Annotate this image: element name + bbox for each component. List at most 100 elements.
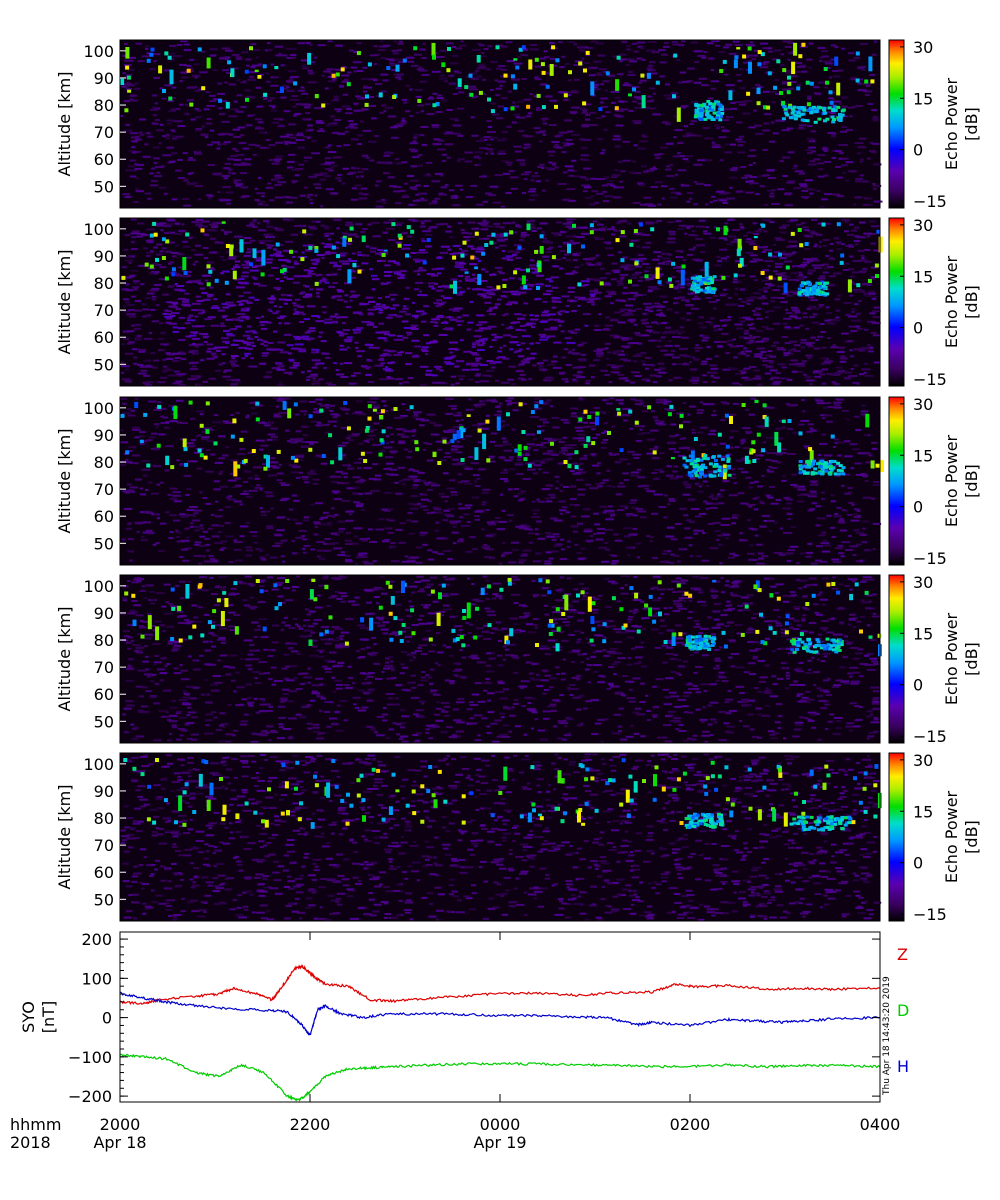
- heatmap-cell: [526, 283, 535, 286]
- heatmap-cell: [794, 317, 802, 320]
- heatmap-echo-cell: [541, 70, 546, 75]
- heatmap-cell: [724, 151, 732, 154]
- heatmap-cell: [172, 330, 179, 333]
- heatmap-cell: [291, 95, 298, 98]
- heatmap-cell: [797, 84, 801, 86]
- heatmap-cell: [184, 527, 190, 530]
- heatmap-cell: [743, 347, 748, 350]
- heatmap-echo-cell: [515, 65, 520, 70]
- heatmap-cell: [551, 306, 557, 309]
- heatmap-cell: [377, 297, 383, 299]
- heatmap-cell: [241, 275, 249, 278]
- heatmap-echo-cell: [797, 114, 802, 118]
- heatmap-cell: [782, 88, 790, 91]
- heatmap-cell: [680, 317, 686, 320]
- heatmap-cell: [854, 289, 861, 292]
- heatmap-echo-cell: [536, 263, 541, 268]
- heatmap-cell: [841, 219, 850, 221]
- heatmap-cell: [862, 283, 868, 286]
- heatmap-cell: [681, 336, 689, 339]
- heatmap-cell: [333, 362, 337, 365]
- heatmap-echo-cell: [583, 68, 587, 73]
- heatmap-cell: [727, 367, 735, 370]
- heatmap-cell: [495, 94, 501, 97]
- heatmap-cell: [455, 87, 462, 90]
- heatmap-echo-cell: [477, 273, 482, 285]
- heatmap-cell: [624, 346, 630, 349]
- heatmap-echo-cell: [801, 112, 806, 116]
- heatmap-cell: [212, 221, 220, 224]
- heatmap-cell: [678, 296, 685, 299]
- heatmap-cell: [871, 276, 876, 279]
- heatmap-cell: [848, 325, 856, 328]
- heatmap-cell: [811, 259, 820, 262]
- heatmap-cell: [649, 72, 658, 75]
- heatmap-cell: [362, 129, 372, 132]
- heatmap-cell: [279, 351, 289, 354]
- heatmap-cell: [457, 275, 463, 277]
- heatmap-cell: [583, 167, 591, 170]
- heatmap-cell: [642, 363, 647, 366]
- heatmap-cell: [428, 202, 438, 205]
- enhanced-echo-region: [797, 280, 830, 297]
- heatmap-cell: [811, 257, 818, 260]
- heatmap-cell: [682, 355, 691, 358]
- heatmap-cell: [842, 171, 847, 174]
- heatmap-cell: [421, 294, 428, 297]
- heatmap-cell: [433, 302, 440, 305]
- heatmap-cell: [464, 277, 469, 280]
- heatmap-cell: [708, 57, 715, 60]
- heatmap-cell: [456, 316, 462, 319]
- heatmap-cell: [425, 353, 429, 356]
- heatmap-cell: [772, 243, 776, 246]
- heatmap-cell: [437, 314, 444, 317]
- heatmap-cell: [667, 221, 675, 224]
- heatmap-echo-cell: [785, 113, 790, 117]
- heatmap-cell: [362, 168, 369, 171]
- heatmap-cell: [769, 192, 775, 195]
- heatmap-cell: [379, 354, 386, 357]
- heatmap-cell: [596, 178, 606, 180]
- heatmap-cell: [844, 230, 849, 233]
- heatmap-cell: [609, 180, 614, 182]
- heatmap-cell: [712, 143, 721, 146]
- heatmap-echo-cell: [711, 287, 716, 291]
- heatmap-echo-cell: [121, 275, 126, 280]
- heatmap-cell: [296, 311, 304, 314]
- heatmap-cell: [225, 293, 231, 296]
- heatmap-cell: [515, 328, 523, 331]
- heatmap-cell: [475, 340, 482, 342]
- heatmap-cell: [245, 58, 252, 61]
- heatmap-cell: [752, 162, 756, 164]
- heatmap-cell: [292, 302, 297, 305]
- heatmap-cell: [182, 152, 188, 155]
- heatmap-cell: [472, 353, 480, 356]
- heatmap-cell: [613, 135, 621, 138]
- heatmap-cell: [474, 329, 484, 332]
- heatmap-cell: [246, 343, 251, 346]
- heatmap-cell: [192, 342, 196, 345]
- heatmap-cell: [267, 274, 274, 277]
- heatmap-cell: [867, 320, 876, 323]
- heatmap-cell: [160, 331, 165, 334]
- heatmap-cell: [829, 105, 837, 108]
- heatmap-cell: [749, 327, 756, 330]
- heatmap-cell: [550, 276, 559, 279]
- heatmap-echo-cell: [164, 51, 169, 56]
- heatmap-cell: [661, 185, 668, 188]
- heatmap-cell: [741, 176, 749, 179]
- heatmap-cell: [257, 229, 267, 232]
- heatmap-cell: [385, 227, 395, 230]
- heatmap-cell: [173, 120, 183, 123]
- heatmap-cell: [191, 325, 201, 328]
- heatmap-cell: [218, 107, 223, 110]
- heatmap-cell: [130, 232, 139, 235]
- heatmap-cell: [228, 133, 234, 136]
- heatmap-echo-cell: [476, 55, 481, 63]
- heatmap-cell: [133, 323, 142, 326]
- heatmap-cell: [488, 194, 497, 197]
- heatmap-cell: [255, 317, 261, 319]
- heatmap-cell: [264, 240, 273, 242]
- heatmap-cell: [472, 78, 479, 80]
